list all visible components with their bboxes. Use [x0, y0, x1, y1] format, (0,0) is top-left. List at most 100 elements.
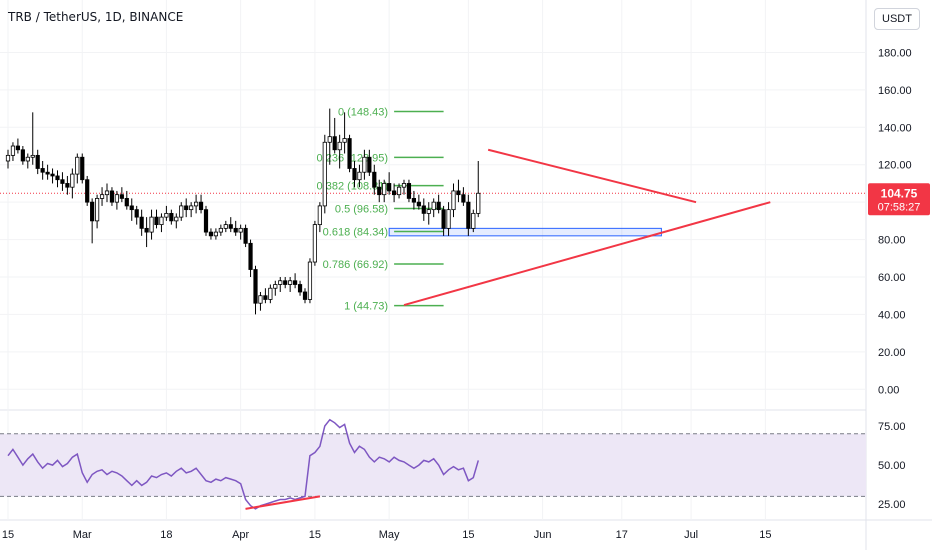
- candle-body: [456, 190, 461, 196]
- candle-body: [95, 198, 100, 222]
- time-tick-label: 17: [616, 529, 628, 541]
- candle-body: [208, 231, 214, 237]
- price-tick-label: 160.00: [878, 85, 912, 97]
- last-price-value: 104.75: [881, 186, 918, 200]
- candle-body: [114, 194, 119, 203]
- price-badge: [868, 183, 930, 216]
- candle-body: [297, 284, 303, 293]
- candle: [50, 168, 55, 184]
- candle: [193, 194, 199, 214]
- candle-body: [263, 295, 268, 300]
- candle: [45, 164, 50, 180]
- candle: [70, 168, 75, 199]
- candle: [5, 149, 11, 169]
- candle-body: [25, 156, 30, 162]
- candle-body: [35, 154, 40, 169]
- candle: [387, 172, 392, 195]
- fib-level-label: 0.618 (84.34): [323, 226, 388, 238]
- candle: [169, 209, 174, 225]
- candle-body: [302, 291, 308, 300]
- candle: [461, 187, 466, 206]
- candle: [174, 213, 179, 229]
- candle-body: [352, 168, 357, 181]
- candle: [75, 153, 80, 184]
- candle: [268, 284, 273, 304]
- time-tick-label: 15: [309, 529, 321, 541]
- candle: [119, 187, 124, 203]
- candle-body: [144, 227, 149, 233]
- candle-body: [184, 205, 189, 211]
- candle: [436, 194, 441, 214]
- candle: [426, 202, 431, 225]
- candle: [476, 160, 481, 218]
- candle-body: [476, 192, 481, 214]
- candle-body: [248, 242, 253, 270]
- candle: [416, 194, 421, 210]
- candle: [243, 224, 248, 248]
- candle-body: [65, 183, 70, 188]
- rsi-band: [0, 433, 866, 497]
- candle: [322, 134, 327, 214]
- time-tick-label: Jun: [534, 529, 552, 541]
- candle-body: [382, 183, 387, 196]
- candle: [233, 220, 238, 236]
- candle: [391, 183, 397, 203]
- candle-body: [401, 183, 407, 188]
- candle: [109, 187, 115, 206]
- candle: [283, 277, 288, 289]
- candle-body: [109, 190, 115, 203]
- candle: [90, 198, 95, 244]
- candle: [25, 153, 30, 169]
- candle: [406, 179, 412, 203]
- fib-level-label: 0.236 (123.95): [317, 152, 389, 164]
- candle-body: [446, 209, 451, 229]
- candle: [184, 198, 189, 218]
- candle-body: [119, 194, 124, 199]
- candle: [95, 194, 100, 229]
- candle: [421, 198, 426, 221]
- candle-body: [258, 295, 263, 304]
- candle: [203, 205, 209, 236]
- candle-body: [471, 212, 476, 229]
- candle: [431, 198, 436, 218]
- candle: [104, 183, 110, 203]
- candle-body: [451, 190, 456, 211]
- candle: [302, 288, 308, 304]
- candle: [159, 213, 164, 233]
- candle: [352, 160, 357, 188]
- candle: [337, 134, 342, 169]
- candle: [471, 209, 476, 233]
- candle: [466, 194, 471, 236]
- symbol-title: TRB / TetherUS, 1D, BINANCE: [8, 10, 184, 24]
- time-tick-label: Jul: [684, 529, 698, 541]
- candle-body: [213, 231, 218, 237]
- bar-countdown: 07:58:27: [878, 201, 921, 213]
- candle: [248, 239, 253, 278]
- candle-body: [129, 205, 134, 211]
- candle-body: [391, 190, 397, 196]
- time-tick-label: May: [379, 529, 400, 541]
- candle: [85, 175, 90, 206]
- candle-body: [60, 179, 65, 184]
- trendline-layer: [403, 148, 771, 307]
- candle: [129, 198, 134, 221]
- candle-body: [179, 205, 184, 218]
- candle-body: [292, 280, 298, 285]
- candle: [382, 179, 387, 203]
- candle-body: [50, 173, 55, 177]
- time-tick-label: 15: [2, 529, 14, 541]
- candle-body: [30, 154, 35, 158]
- candle-body: [411, 198, 417, 203]
- price-tick-label: 60.00: [878, 272, 906, 284]
- candle: [154, 209, 159, 229]
- candle-body: [436, 201, 441, 211]
- candle: [441, 205, 446, 236]
- currency-selector-button[interactable]: USDT: [874, 8, 920, 30]
- candle-body: [283, 280, 288, 285]
- candle-body: [347, 138, 352, 169]
- candle: [124, 190, 129, 210]
- candle: [35, 149, 40, 175]
